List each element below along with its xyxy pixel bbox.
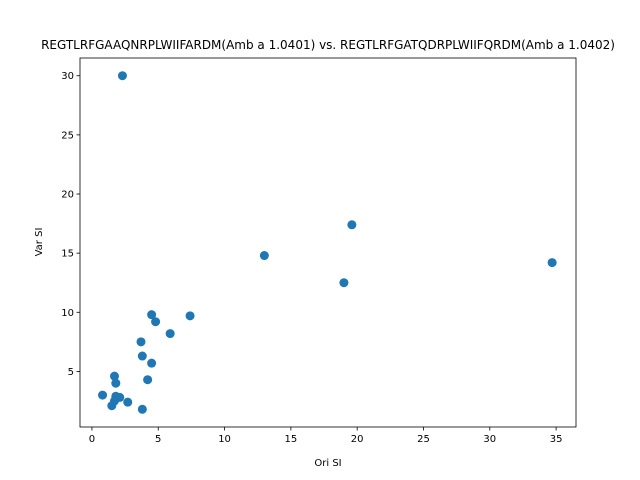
x-tick-label: 20 (351, 434, 364, 445)
x-axis-ticks: 0 5 10 15 20 25 30 35 (89, 427, 563, 445)
x-tick-label: 30 (483, 434, 496, 445)
y-axis-ticks: 5 10 15 20 25 30 (61, 71, 80, 378)
scatter-point (185, 311, 195, 321)
y-tick-label: 20 (61, 190, 74, 201)
data-points (98, 71, 557, 414)
y-tick-label: 25 (61, 130, 74, 141)
scatter-point (111, 378, 121, 388)
scatter-point (137, 351, 147, 361)
scatter-point (107, 401, 117, 411)
y-axis-label: Var SI (34, 228, 45, 257)
scatter-point (137, 404, 147, 414)
y-tick-label: 5 (68, 367, 74, 378)
scatter-point (347, 220, 357, 230)
x-tick-label: 25 (417, 434, 430, 445)
x-tick-label: 5 (155, 434, 161, 445)
scatter-point (109, 371, 119, 381)
x-tick-label: 35 (550, 434, 563, 445)
scatter-point (98, 390, 108, 400)
plot-area (79, 57, 577, 428)
y-tick-label: 30 (61, 71, 74, 82)
scatter-point (143, 375, 153, 385)
scatter-point (151, 317, 161, 327)
y-tick-label: 10 (61, 308, 74, 319)
plot-frame (79, 57, 577, 428)
x-tick-label: 15 (284, 434, 297, 445)
x-tick-label: 10 (218, 434, 231, 445)
scatter-point (165, 329, 175, 339)
scatter-point (147, 358, 157, 368)
x-axis-label: Ori SI (314, 458, 341, 469)
scatter-point (339, 278, 349, 288)
scatter-point (117, 71, 127, 81)
scatter-point (259, 251, 269, 261)
scatter-point (136, 337, 146, 347)
scatter-point (547, 258, 557, 268)
y-tick-label: 15 (61, 249, 74, 260)
x-tick-label: 0 (89, 434, 95, 445)
scatter-point (123, 397, 133, 407)
chart-title: REGTLRFGAAQNRPLWIIFARDM(Amb a 1.0401) vs… (41, 38, 615, 52)
scatter-point (147, 310, 157, 320)
